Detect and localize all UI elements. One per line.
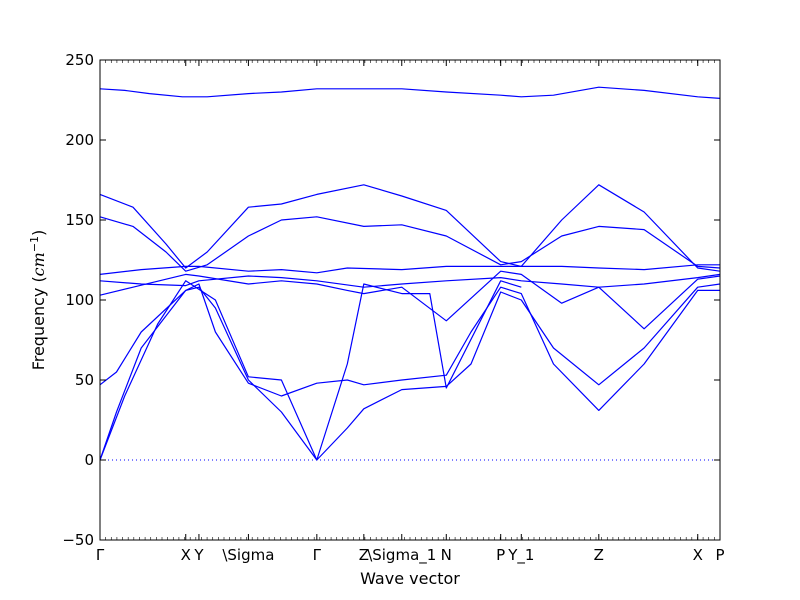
y-axis-label-exp: −1: [28, 236, 41, 252]
x-tick-label: Γ: [313, 546, 322, 564]
y-axis-ticks: −50 0 50 100 150 200 250: [62, 51, 720, 549]
x-tick-label: P: [715, 546, 724, 564]
x-tick-label: Y_1: [507, 546, 534, 565]
x-tick-label: P: [496, 546, 505, 564]
plot-background: [100, 60, 720, 540]
x-tick-label: N: [441, 546, 452, 564]
y-tick-label: −50: [62, 531, 94, 549]
y-axis-label: Frequency (cm−1): [28, 230, 48, 371]
band-line-7: [99, 283, 721, 461]
band-line-2: [99, 184, 721, 272]
y-axis-label-close: ): [29, 230, 48, 236]
x-tick-label: Z: [594, 546, 604, 564]
x-tick-label: \Sigma_1: [367, 546, 436, 565]
band-line-4: [99, 264, 720, 275]
y-tick-label: 100: [65, 291, 94, 309]
y-tick-label: 200: [65, 131, 94, 149]
y-tick-label: 50: [75, 371, 94, 389]
series-layer: [99, 86, 721, 461]
y-axis-label-unit: cm: [29, 252, 48, 276]
x-axis-ticks: Γ X Y \Sigma Γ Z\Sigma_1 N P Y_1 Z X P: [96, 60, 725, 565]
x-tick-label: Y: [193, 546, 204, 564]
x-tick-label: \Sigma: [222, 546, 274, 564]
band-line-8: [99, 283, 720, 411]
y-tick-label: 250: [65, 51, 94, 69]
band-line-9: [99, 280, 522, 461]
x-tick-label: Γ: [96, 546, 105, 564]
x-axis-label: Wave vector: [360, 569, 460, 588]
x-tick-label: X: [181, 546, 191, 564]
band-line-5: [99, 273, 721, 288]
band-line-3: [99, 216, 721, 272]
band-line-1: [99, 86, 721, 99]
x-tick-label: X: [693, 546, 703, 564]
band-line-6: [99, 270, 721, 330]
x-tick-label: Z: [359, 546, 369, 564]
y-tick-label: 150: [65, 211, 94, 229]
y-axis-label-text: Frequency (: [29, 276, 48, 370]
y-tick-label: 0: [84, 451, 94, 469]
